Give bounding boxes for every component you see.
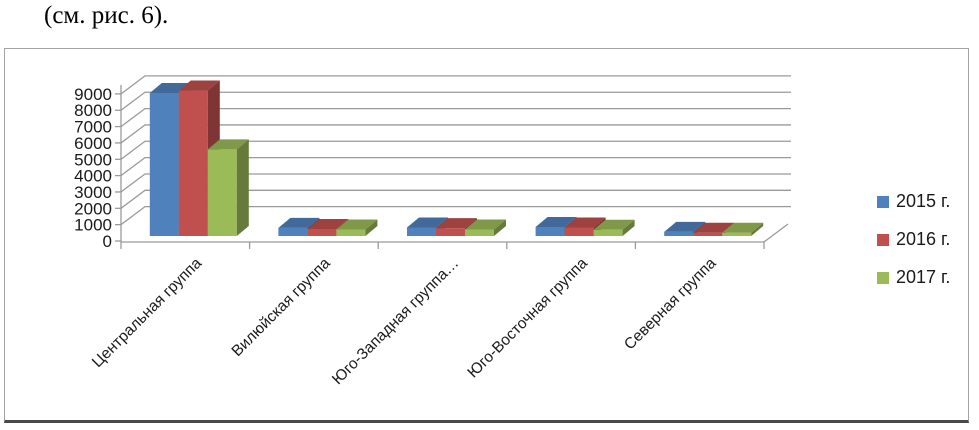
bar-top-face — [407, 217, 448, 228]
legend-color-swatch — [877, 233, 889, 246]
gridline — [120, 91, 791, 111]
bar-top-face — [178, 80, 220, 91]
bar — [336, 219, 378, 236]
gridline — [120, 156, 791, 177]
bar-top-face — [535, 217, 577, 228]
bar-side-face — [622, 219, 635, 236]
bar-top-face — [564, 217, 606, 228]
bar-side-face — [751, 222, 764, 236]
gridline — [120, 189, 791, 209]
chart-legend: 2015 г. 2016 г. 2017 г. — [877, 191, 969, 288]
y-tick-label: 1000 — [74, 216, 112, 235]
bar-front-face — [278, 227, 308, 236]
bar-front-face — [336, 229, 366, 236]
y-tick-label: 5000 — [74, 150, 112, 169]
category-label: Юго-Западная группа… — [329, 255, 462, 388]
bar-top-face — [722, 222, 764, 233]
bar-top-face — [465, 219, 506, 230]
bar — [465, 219, 506, 236]
bar-front-face — [593, 229, 623, 236]
legend-color-swatch — [877, 271, 889, 284]
category-axis: Центральная группа Вилюйская группаЮго-За… — [89, 242, 765, 388]
bar — [207, 139, 249, 236]
legend-label: 2016 г. — [896, 229, 951, 249]
bars — [149, 80, 764, 236]
gridline — [120, 75, 791, 95]
y-tick-label: 6000 — [74, 134, 112, 153]
legend-label: 2017 г. — [896, 267, 951, 287]
bar-front-face — [307, 228, 337, 236]
y-tick-label: 8000 — [74, 101, 112, 120]
y-tick-label: 4000 — [74, 167, 112, 186]
legend-item-2016: 2016 г. — [877, 229, 969, 250]
legend-label: 2015 г. — [896, 191, 951, 211]
gridline — [120, 140, 791, 160]
gridline — [120, 107, 791, 128]
bar-top-face — [593, 219, 635, 230]
bar-top-face — [278, 217, 320, 228]
bar-side-face — [365, 219, 378, 236]
y-tick-label: 2000 — [74, 199, 112, 218]
figure-reference-text: (см. рис. 6). — [44, 2, 169, 29]
bar-front-face — [693, 232, 723, 236]
bar-front-face — [149, 92, 179, 236]
category-label: Юго-Восточная группа — [464, 255, 591, 382]
bar-front-face — [722, 232, 752, 236]
bar-top-face — [336, 219, 378, 230]
bar-front-face — [178, 90, 208, 236]
bar-front-face — [465, 229, 494, 236]
chart-panel: 0 1000 2000 3000 4000 5000 6000 7000 8000 9000 Цен… — [4, 48, 969, 423]
bar-top-face — [693, 222, 735, 233]
bar — [722, 222, 764, 236]
bar-top-face — [307, 218, 349, 229]
bar — [593, 219, 635, 236]
bar-front-face — [564, 227, 594, 236]
y-tick-label: 0 — [103, 232, 112, 251]
bar-front-face — [407, 227, 436, 236]
bar-chart: 0100020003000400050006000700080009000Цен… — [74, 75, 791, 388]
bar-side-face — [236, 139, 249, 236]
bar-front-face — [436, 228, 465, 236]
bar-top-face — [207, 139, 249, 150]
bar-top-face — [664, 221, 706, 232]
bar-front-face — [535, 227, 565, 236]
gridline — [120, 173, 791, 193]
category-label: Северная группа — [621, 255, 720, 354]
legend-color-swatch — [877, 195, 889, 208]
gridline — [120, 124, 791, 144]
bar-front-face — [207, 149, 237, 236]
category-label: Центральная группа — [89, 255, 205, 371]
bar-top-face — [436, 218, 477, 229]
y-tick-label: 7000 — [74, 118, 112, 137]
y-tick-label: 9000 — [74, 85, 112, 104]
legend-item-2015: 2015 г. — [877, 191, 969, 212]
y-tick-label: 3000 — [74, 183, 112, 202]
gridline — [120, 206, 791, 226]
bar-front-face — [664, 231, 694, 236]
bar-side-face — [494, 219, 506, 236]
category-label: Вилюйская группа — [229, 255, 334, 360]
gridlines — [115, 75, 791, 242]
legend-item-2017: 2017 г. — [877, 267, 969, 288]
